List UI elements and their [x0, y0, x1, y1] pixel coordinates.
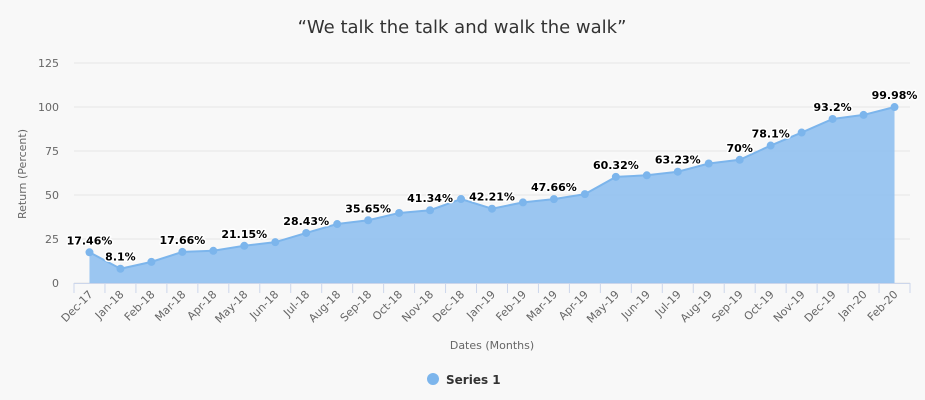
y-tick-label: 75	[45, 145, 59, 158]
data-point[interactable]	[580, 190, 589, 199]
data-label: 63.23%	[655, 154, 701, 167]
series-area	[85, 103, 899, 283]
data-point[interactable]	[828, 114, 837, 123]
data-point[interactable]	[673, 167, 682, 176]
data-point[interactable]	[890, 103, 899, 112]
data-point[interactable]	[797, 128, 806, 137]
x-tick-label: Sep-18	[338, 288, 375, 325]
data-label: 41.34%	[407, 192, 453, 205]
data-point[interactable]	[271, 238, 280, 247]
y-axis-title: Return (Percent)	[16, 129, 29, 219]
x-tick-label: Mar-18	[152, 288, 188, 324]
data-label: 8.1%	[105, 251, 136, 264]
x-tick-label: Oct-19	[741, 288, 776, 323]
data-label: 70%	[727, 142, 753, 155]
data-label: 21.15%	[221, 228, 267, 241]
data-point[interactable]	[642, 171, 651, 180]
legend[interactable]: Series 1	[427, 373, 501, 387]
y-tick-label: 125	[38, 57, 59, 70]
data-point[interactable]	[116, 264, 125, 273]
data-point[interactable]	[240, 241, 249, 250]
data-point[interactable]	[611, 172, 620, 181]
x-tick-label: Jan-18	[92, 288, 127, 323]
data-label: 17.46%	[67, 234, 113, 247]
data-point[interactable]	[147, 257, 156, 266]
data-point[interactable]	[333, 220, 342, 229]
legend-marker[interactable]	[427, 373, 439, 385]
y-tick-label: 100	[38, 101, 59, 114]
x-tick-label: Sep-19	[709, 288, 746, 325]
data-point[interactable]	[766, 141, 775, 150]
x-tick-label: Aug-19	[678, 288, 715, 325]
legend-label[interactable]: Series 1	[446, 373, 501, 387]
x-tick-label: Jun-19	[618, 288, 653, 323]
data-point[interactable]	[488, 204, 496, 213]
y-tick-label: 0	[52, 277, 59, 290]
x-tick-label: Feb-19	[493, 288, 529, 324]
x-tick-label: Dec-17	[59, 288, 96, 325]
data-label: 93.2%	[814, 101, 852, 114]
data-point[interactable]	[457, 195, 466, 204]
data-point[interactable]	[704, 159, 713, 168]
data-label: 28.43%	[283, 215, 329, 228]
x-tick-label: Dec-19	[802, 288, 839, 325]
data-point[interactable]	[426, 206, 435, 215]
data-labels: 17.46% 8.1% 17.66% 21.15% 28.43% 35.65% 41.34%…	[65, 88, 919, 266]
x-tick-label: Dec-18	[430, 288, 467, 325]
x-tick-label: May-19	[584, 288, 622, 326]
chart-title: “We talk the talk and walk the walk”	[298, 17, 627, 38]
x-tick-label: Jun-18	[247, 288, 282, 323]
data-label: 42.21%	[469, 191, 515, 204]
x-tick-label: May-18	[213, 288, 251, 326]
x-tick-label: Aug-18	[306, 288, 343, 325]
data-label: 60.32%	[593, 159, 639, 172]
data-point[interactable]	[395, 208, 404, 217]
data-point[interactable]	[209, 246, 218, 255]
data-point[interactable]	[518, 198, 527, 207]
data-point[interactable]	[859, 110, 868, 119]
y-tick-label: 50	[45, 189, 59, 202]
data-label: 47.66%	[531, 181, 577, 194]
data-point[interactable]	[549, 195, 558, 204]
x-tick-label: Jan-20	[835, 288, 870, 323]
x-axis-title: Dates (Months)	[450, 339, 534, 352]
data-point[interactable]	[85, 248, 94, 257]
y-tick-label: 25	[45, 233, 59, 246]
x-tick-label: Oct-18	[370, 288, 405, 323]
x-tick-label: Feb-20	[865, 288, 901, 324]
x-tick-label: Feb-18	[122, 288, 158, 324]
x-tick-label: Nov-18	[399, 288, 436, 325]
data-label: 17.66%	[159, 234, 205, 247]
data-point[interactable]	[364, 216, 373, 225]
data-point[interactable]	[735, 155, 744, 164]
data-point[interactable]	[178, 247, 187, 256]
data-point[interactable]	[302, 228, 311, 237]
data-label: 99.98%	[872, 89, 918, 102]
series-area-fill	[89, 107, 895, 283]
x-tick-label: Jan-19	[464, 288, 499, 323]
data-label: 35.65%	[345, 202, 391, 215]
data-label: 78.1%	[752, 128, 790, 141]
x-tick-label: Mar-19	[524, 288, 560, 324]
x-tick-label: Nov-19	[771, 288, 808, 325]
